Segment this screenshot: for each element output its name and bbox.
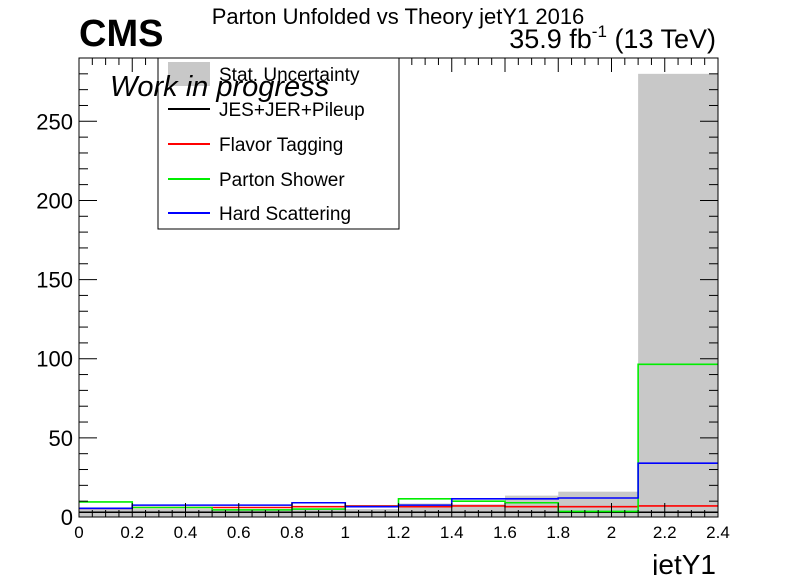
x-tick-label: 0.4 bbox=[174, 523, 198, 542]
systematic-lines bbox=[79, 363, 718, 514]
x-tick-label: 2 bbox=[607, 523, 616, 542]
x-tick-label: 0 bbox=[74, 523, 83, 542]
lumi-spacer bbox=[607, 24, 615, 54]
x-tick-label: 2.2 bbox=[653, 523, 677, 542]
legend-label-hard: Hard Scattering bbox=[219, 204, 351, 225]
x-tick-label: 1 bbox=[341, 523, 350, 542]
x-axis-label: jetY1 bbox=[651, 549, 716, 575]
y-tick-label: 100 bbox=[36, 347, 73, 372]
y-tick-label: 200 bbox=[36, 188, 73, 213]
parton-shower-line bbox=[79, 363, 718, 513]
legend-label-jes: JES+JER+Pileup bbox=[219, 100, 365, 121]
lumi-label: 35.9 fb-1 (13 TeV) bbox=[509, 22, 716, 54]
lumi-value: 35.9 fb bbox=[509, 24, 592, 54]
y-tick-label: 50 bbox=[49, 426, 73, 451]
x-tick-label: 1.6 bbox=[493, 523, 517, 542]
y-axis-ticks bbox=[79, 73, 718, 518]
x-tick-label: 1.2 bbox=[387, 523, 411, 542]
x-tick-label: 0.2 bbox=[120, 523, 144, 542]
legend: Stat. Uncertainty JES+JER+Pileup Flavor … bbox=[157, 57, 400, 230]
x-tick-label: 0.6 bbox=[227, 523, 251, 542]
lumi-exponent: -1 bbox=[592, 22, 607, 41]
x-tick-label: 1.4 bbox=[440, 523, 464, 542]
stat-bar bbox=[638, 73, 718, 518]
y-tick-label: 250 bbox=[36, 109, 73, 134]
y-axis-tick-labels: 0 50 100 150 200 250 bbox=[36, 109, 73, 530]
lumi-energy: (13 TeV) bbox=[614, 24, 716, 54]
legend-label-shower: Parton Shower bbox=[219, 170, 345, 191]
cms-label: CMS bbox=[79, 13, 163, 55]
plot-title: Parton Unfolded vs Theory jetY1 2016 bbox=[212, 4, 585, 29]
x-tick-label: 2.4 bbox=[706, 523, 730, 542]
legend-swatch-stat bbox=[168, 62, 210, 86]
legend-label-stat: Stat. Uncertainty bbox=[219, 65, 360, 86]
y-tick-label: 150 bbox=[36, 268, 73, 293]
x-tick-label: 0.8 bbox=[280, 523, 304, 542]
y-tick-label: 0 bbox=[61, 505, 73, 530]
x-tick-label: 1.8 bbox=[546, 523, 570, 542]
x-axis-tick-labels: 0 0.2 0.4 0.6 0.8 1 1.2 1.4 1.6 1.8 2 2.2 2.4 bbox=[74, 523, 730, 542]
status-label: Work in progress bbox=[110, 71, 329, 103]
legend-label-flavor: Flavor Tagging bbox=[219, 135, 343, 156]
